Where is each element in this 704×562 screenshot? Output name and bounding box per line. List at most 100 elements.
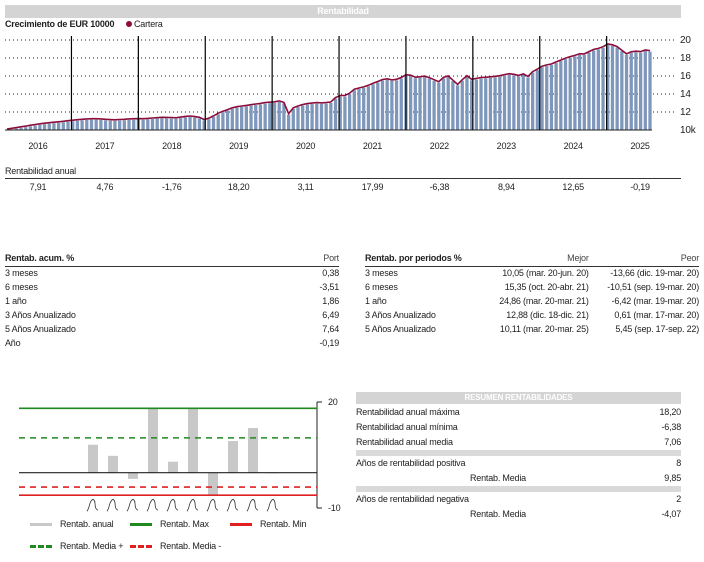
growth-bar: [277, 101, 281, 130]
growth-bar: [385, 79, 389, 130]
growth-bar: [390, 80, 394, 130]
acum-row-label: 3 Años Anualizado: [5, 310, 76, 320]
growth-bar: [42, 124, 47, 130]
acum-row: 3 meses 0,38: [5, 266, 339, 280]
periodos-row-best: 12,88 (dic. 18-dic. 21): [506, 310, 589, 320]
growth-bar: [291, 108, 295, 130]
growth-bar: [638, 52, 643, 130]
growth-bar: [648, 51, 652, 131]
periodos-row-worst: 5,45 (sep. 17-sep. 22): [615, 324, 699, 334]
growth-bar: [263, 103, 267, 130]
growth-bar: [132, 119, 136, 130]
periodos-row-label: 5 Años Anualizado: [365, 324, 436, 334]
year-tick-label: 2019: [229, 141, 249, 151]
growth-bar: [146, 119, 150, 130]
scribble-icon: [226, 498, 239, 512]
resumen-avg-label: Rentabilidad anual media: [356, 437, 453, 447]
y-tick-label: 10k: [680, 125, 697, 136]
growth-bar: [606, 45, 610, 130]
growth-bar: [71, 121, 75, 130]
periodos-row: 3 meses 10,05 (mar. 20-jun. 20) -13,66 (di…: [365, 266, 699, 280]
growth-bar: [465, 76, 469, 130]
resumen-neg-media-label: Rentab. Media: [470, 509, 526, 519]
growth-bar: [282, 103, 286, 130]
growth-bar: [33, 125, 37, 130]
year-tick-label: 2023: [496, 141, 516, 151]
legend-max-swatch: [130, 523, 152, 527]
growth-bar: [408, 76, 413, 130]
growth-bar: [249, 105, 253, 130]
periodos-row-label: 1 año: [365, 296, 387, 306]
resumen-pos-label: Años de rentabilidad positiva: [356, 458, 466, 468]
periodos-col-best: Mejor: [481, 252, 589, 267]
resumen-pos-media-label: Rentab. Media: [470, 473, 526, 483]
resumen-min-label: Rentabilidad anual mínima: [356, 422, 458, 432]
resumen-neg-media-value: -4,07: [661, 509, 681, 519]
acum-row-value: 1,86: [322, 296, 339, 306]
growth-bar: [324, 103, 328, 130]
growth-bar: [230, 108, 234, 130]
growth-bar: [19, 127, 23, 130]
growth-chart-title: Crecimiento de EUR 10000: [5, 19, 115, 29]
growth-bar: [455, 85, 460, 130]
y-tick-label: 12: [680, 107, 691, 118]
growth-bar: [540, 67, 544, 130]
growth-bar: [28, 126, 33, 130]
growth-bar: [643, 50, 647, 131]
growth-bar: [225, 110, 230, 130]
acum-table: Rentab. acum. % Port 3 meses 0,38 6 meses -…: [5, 252, 339, 350]
growth-bar: [85, 119, 89, 130]
growth-bar: [507, 74, 511, 130]
small-chart-legend: Rentab. anual Rentab. Max Rentab. Min Re…: [30, 519, 350, 559]
annual-bar: [208, 472, 218, 496]
annual-return-value: 3,11: [297, 182, 314, 192]
growth-bar: [244, 106, 249, 130]
growth-bar: [394, 80, 399, 130]
growth-bar: [113, 120, 117, 130]
resumen-separator-2: [356, 486, 681, 492]
growth-bar: [376, 82, 380, 130]
growth-bar: [582, 54, 586, 130]
periodos-row: 6 meses 15,35 (oct. 20-abr. 21) -10,51 (se…: [365, 280, 699, 294]
annual-return-value: 7,91: [29, 182, 47, 192]
growth-bar: [427, 78, 432, 130]
scribble-icon: [206, 498, 219, 512]
legend-cartera-label: Cartera: [134, 19, 163, 29]
legend-dot-icon: [126, 21, 132, 27]
resumen-min-value: -6,38: [661, 422, 681, 432]
growth-bar: [174, 118, 178, 130]
annual-return-value: 17,99: [361, 182, 384, 192]
legend-max-label: Rentab. Max: [160, 519, 209, 529]
growth-bar: [286, 114, 291, 130]
scribble-icon: [186, 498, 199, 512]
periodos-row-best: 15,35 (oct. 20-abr. 21): [504, 282, 589, 292]
growth-bar: [272, 102, 277, 130]
growth-bar: [554, 62, 558, 130]
acum-row-label: Año: [5, 338, 21, 348]
acum-row: 1 año 1,86: [5, 294, 339, 308]
growth-bar: [99, 119, 103, 130]
acum-row: 5 Años Anualizado 7,64: [5, 322, 339, 336]
growth-bar: [183, 117, 187, 130]
growth-bar: [563, 59, 568, 130]
acum-row-value: 0,38: [322, 268, 339, 279]
periodos-row-best: 24,86 (mar. 20-mar. 21): [499, 296, 589, 306]
growth-bar: [624, 54, 629, 130]
growth-bar: [352, 90, 356, 130]
growth-bar: [240, 106, 244, 130]
growth-bar: [451, 81, 455, 130]
growth-bar: [488, 77, 493, 130]
growth-bar: [446, 76, 450, 130]
growth-bar: [47, 123, 51, 130]
growth-bar: [197, 118, 202, 130]
growth-bar: [592, 50, 596, 130]
growth-bar: [380, 80, 385, 130]
annual-return-value: 4,76: [96, 182, 114, 192]
growth-bar: [56, 122, 61, 130]
growth-bar: [38, 124, 42, 130]
resumen-avg-value: 7,06: [664, 437, 681, 447]
growth-bar: [333, 98, 338, 130]
growth-bar: [347, 94, 352, 130]
scribble-icon: [146, 498, 159, 512]
resumen-pos-media-value: 9,85: [664, 473, 681, 483]
